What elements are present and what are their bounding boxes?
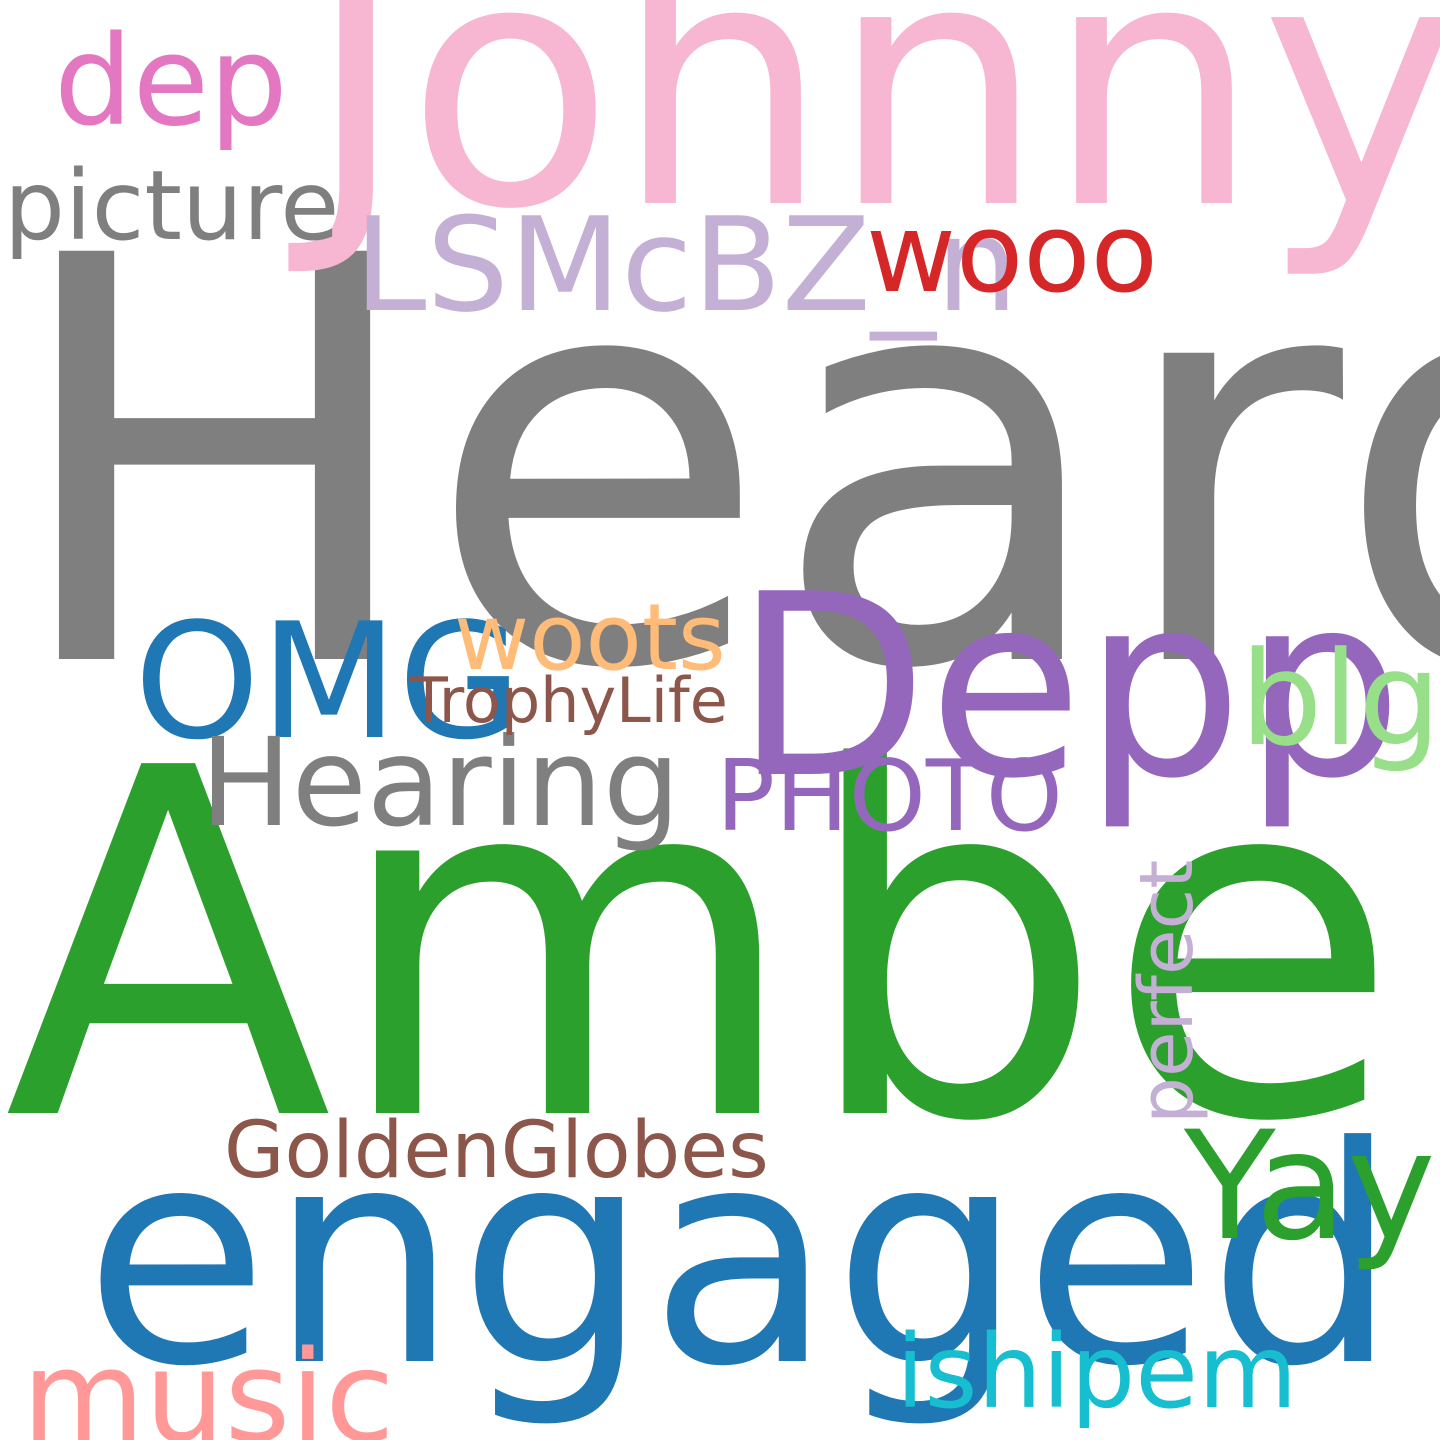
word-lsmcbz-n: LSMcBZ_n — [354, 189, 1019, 341]
word-johnny: Johnny — [306, 0, 1440, 284]
word-trophylife: TrophyLife — [410, 664, 728, 737]
word-goldenglobes: GoldenGlobes — [224, 1106, 769, 1196]
word-hearing: Hearing — [200, 712, 681, 854]
word-music: music — [22, 1323, 395, 1440]
word-photo: PHOTO — [716, 740, 1063, 854]
word-depp: Depp — [734, 541, 1404, 834]
word-yay: Yay — [1184, 1100, 1436, 1274]
word-wooo: wooo — [866, 189, 1158, 317]
word-amber: Amber — [4, 668, 1440, 1227]
word-dep: dep — [54, 10, 288, 154]
word-ishipem: ishipem — [896, 1313, 1298, 1432]
word-heard: Heard — [4, 140, 1440, 792]
word-perfect: perfect — [1124, 859, 1210, 1124]
word-engaged: engaged — [84, 1083, 1399, 1432]
word-picture: picture — [4, 150, 340, 262]
word-blg: blg — [1240, 623, 1440, 775]
word-woots: woots — [454, 584, 726, 691]
word-omg: OMG — [134, 588, 522, 775]
